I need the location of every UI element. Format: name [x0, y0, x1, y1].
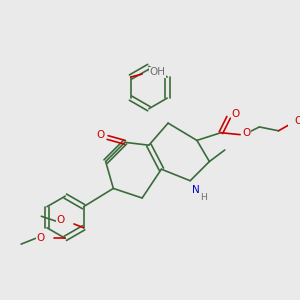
Text: O: O — [231, 110, 239, 119]
Text: O: O — [56, 215, 65, 225]
Text: O: O — [230, 110, 238, 120]
Text: N: N — [192, 185, 200, 195]
Text: H: H — [200, 192, 207, 201]
Text: O: O — [36, 233, 44, 243]
Text: O: O — [295, 116, 300, 126]
Text: O: O — [36, 233, 44, 243]
Text: O: O — [97, 130, 105, 140]
Text: O: O — [242, 128, 250, 138]
Text: N: N — [192, 185, 200, 195]
Text: O: O — [97, 130, 105, 141]
Text: O: O — [243, 128, 251, 138]
Text: O: O — [56, 215, 65, 225]
Text: OH: OH — [148, 67, 164, 77]
Text: O: O — [294, 116, 300, 126]
Text: O: O — [97, 130, 105, 141]
Text: H: H — [200, 193, 207, 202]
Text: OH: OH — [150, 67, 166, 77]
